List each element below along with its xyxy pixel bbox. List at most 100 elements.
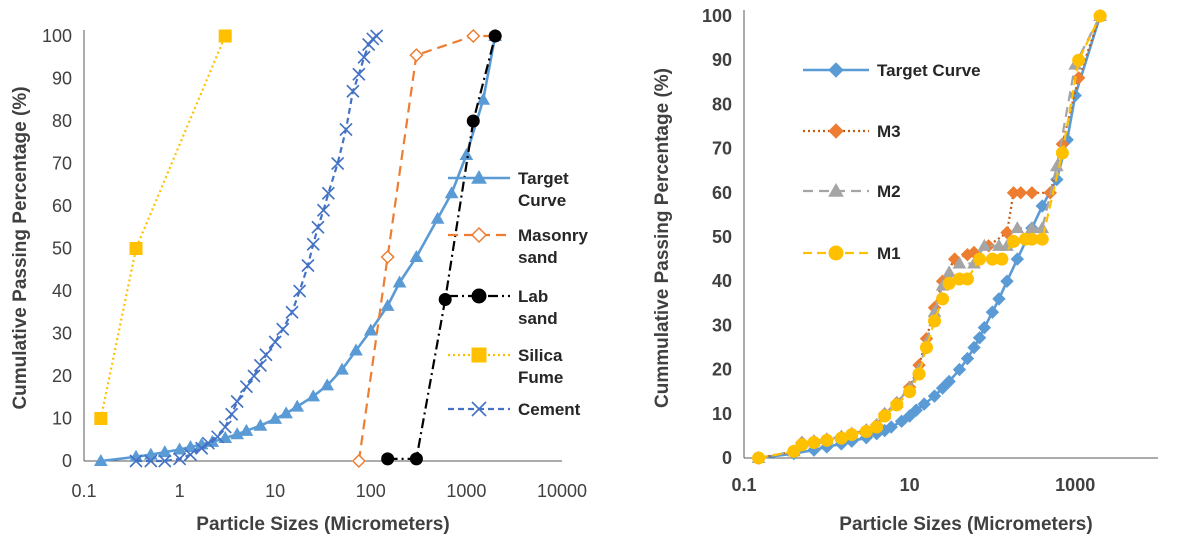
data-point — [960, 272, 974, 286]
legend-item: Lab sand — [448, 287, 558, 328]
legend-item: Silica Fume — [448, 346, 563, 387]
data-point — [992, 292, 1006, 306]
y-tick-label: 40 — [52, 281, 72, 301]
y-tick-label: 90 — [52, 69, 72, 89]
data-point — [247, 369, 261, 383]
data-point — [952, 256, 967, 269]
data-point — [293, 284, 307, 298]
data-point — [890, 398, 904, 412]
data-point — [936, 292, 950, 306]
data-point — [920, 341, 934, 354]
data-point — [444, 186, 459, 199]
series-line — [758, 15, 1102, 460]
legend-item: M2 — [803, 182, 901, 201]
y-tick-label: 90 — [712, 50, 732, 70]
y-tick-label: 0 — [62, 451, 72, 471]
data-point — [320, 378, 335, 391]
data-point — [977, 238, 992, 251]
data-point — [351, 453, 366, 469]
data-point — [239, 380, 253, 394]
data-point — [409, 249, 424, 262]
data-point — [430, 211, 445, 224]
data-point — [129, 242, 143, 255]
legend-label: Lab sand — [518, 287, 558, 328]
legend-item: Target Curve — [803, 61, 981, 80]
series-line — [100, 35, 497, 463]
legend-label: Target Curve — [518, 169, 569, 210]
data-point — [459, 147, 474, 160]
data-point — [276, 322, 290, 336]
data-point — [349, 343, 363, 356]
data-point — [183, 448, 198, 462]
legend-marker — [471, 401, 487, 417]
y-tick-label: 40 — [712, 271, 732, 291]
data-point — [995, 252, 1009, 266]
x-tick-label: 1000 — [1055, 475, 1095, 495]
x-axis-title: Particle Sizes (Micrometers) — [839, 514, 1092, 535]
x-tick-label: 1000 — [446, 481, 486, 501]
data-point — [279, 406, 293, 419]
series-line — [136, 35, 378, 463]
series-line — [99, 35, 227, 419]
data-point — [157, 445, 172, 458]
series-line — [758, 15, 1102, 460]
data-point — [335, 362, 349, 375]
data-point — [321, 186, 335, 200]
data-point — [928, 314, 942, 328]
y-tick-label: 30 — [52, 324, 72, 344]
data-point — [845, 428, 859, 442]
y-tick-label: 20 — [712, 360, 732, 380]
data-point — [1025, 221, 1039, 234]
x-axis-title: Particle Sizes (Micrometers) — [196, 514, 449, 535]
y-tick-label: 60 — [52, 196, 72, 216]
data-point — [1010, 221, 1025, 234]
data-point — [195, 441, 209, 455]
data-point — [211, 430, 225, 444]
data-point — [942, 374, 956, 389]
legend-marker — [828, 62, 844, 78]
data-point — [183, 439, 198, 452]
data-point — [339, 122, 353, 137]
data-point — [917, 397, 931, 411]
data-point — [488, 29, 502, 43]
data-point — [253, 358, 267, 372]
data-point — [331, 156, 345, 171]
legend-label: Target Curve — [877, 61, 981, 80]
data-point — [381, 452, 395, 466]
data-point — [370, 29, 384, 43]
data-point — [927, 389, 942, 403]
data-point — [1035, 232, 1049, 246]
legend-item: Masonry sand — [448, 226, 588, 267]
series-line — [758, 15, 1102, 460]
data-point — [268, 335, 282, 349]
x-tick-label: 0.1 — [71, 481, 96, 501]
data-point — [894, 414, 909, 429]
data-point — [144, 454, 158, 468]
data-point — [903, 385, 917, 399]
data-point — [225, 407, 239, 421]
series-line — [387, 35, 497, 460]
data-point — [392, 275, 407, 288]
x-tick-label: 10 — [900, 475, 920, 495]
legend-marker — [471, 347, 487, 363]
data-point — [268, 411, 283, 424]
data-point — [476, 92, 491, 105]
series-silica-fume — [94, 29, 232, 425]
x-tick-label: 1 — [175, 481, 185, 501]
data-point — [1000, 225, 1014, 240]
data-point — [1035, 199, 1049, 213]
data-point — [93, 453, 108, 466]
data-point — [158, 454, 172, 468]
data-point — [1007, 234, 1021, 248]
y-tick-label: 10 — [712, 404, 732, 424]
data-point — [306, 237, 320, 251]
y-tick-label: 80 — [712, 94, 732, 114]
data-point — [942, 265, 956, 278]
y-tick-label: 0 — [722, 448, 732, 468]
data-point — [290, 399, 305, 412]
x-tick-label: 10000 — [537, 481, 587, 501]
data-point — [380, 298, 395, 311]
data-point — [807, 436, 821, 450]
legend-marker — [471, 288, 487, 304]
